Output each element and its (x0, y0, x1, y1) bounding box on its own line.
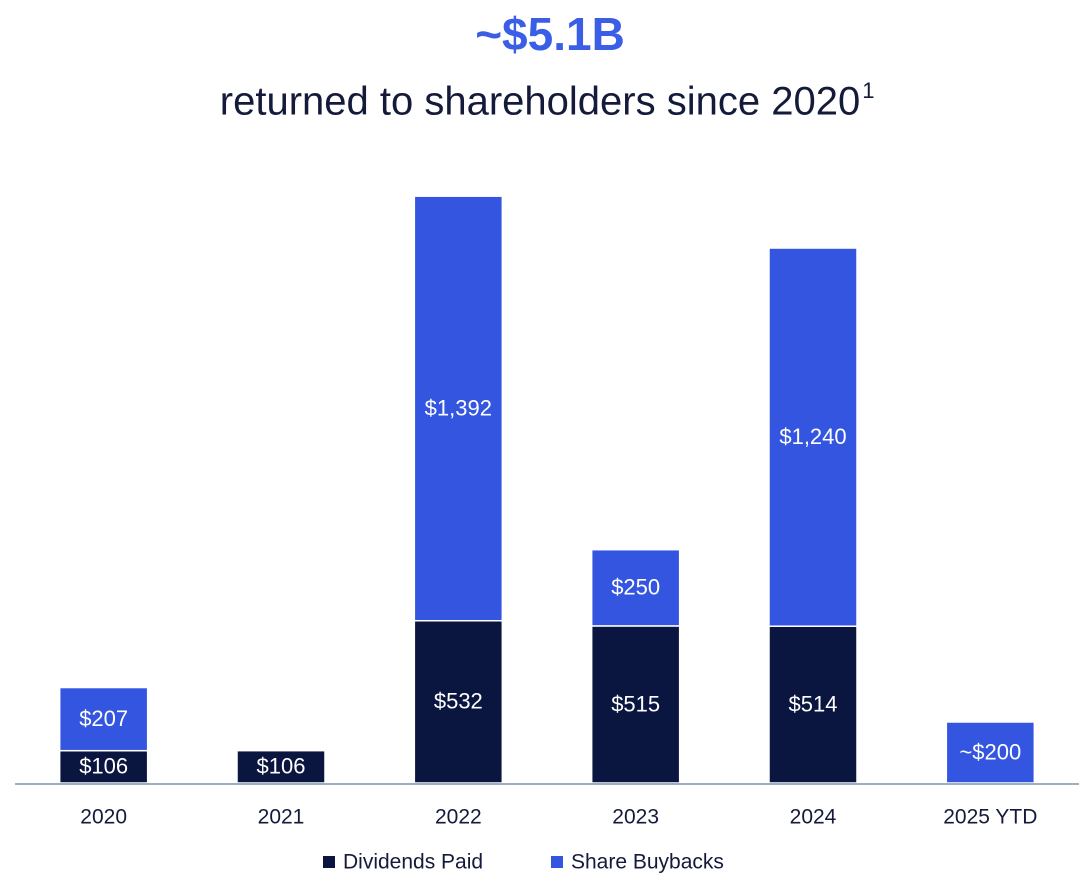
x-tick-label: 2025 YTD (943, 806, 1037, 829)
data-label: $106 (257, 754, 306, 779)
bar-segment (236, 749, 326, 784)
data-label: $1,240 (779, 424, 846, 449)
bar-segment (590, 548, 681, 627)
chart-subtitle: returned to shareholders since 2020 (220, 80, 860, 124)
x-tick-label: 2021 (258, 806, 305, 829)
bar-segment (590, 625, 681, 784)
data-label: $207 (79, 706, 128, 731)
data-label: $250 (611, 575, 660, 600)
data-label: $514 (789, 691, 838, 716)
legend-swatch (551, 856, 563, 868)
data-label: ~$200 (959, 739, 1021, 764)
data-label: $532 (434, 689, 483, 714)
x-tick-label: 2022 (435, 806, 482, 829)
bar-segment (58, 686, 149, 752)
data-label: $1,392 (425, 395, 492, 420)
legend-swatch (323, 856, 335, 868)
data-label: $106 (79, 754, 128, 779)
subtitle-footnote: 1 (862, 78, 874, 103)
bar-segment (413, 195, 504, 622)
bar-segment (413, 619, 504, 784)
x-tick-label: 2024 (790, 806, 837, 829)
data-label: $515 (611, 691, 660, 716)
legend-label: Dividends Paid (343, 851, 483, 874)
bar-segment (768, 247, 858, 627)
bar-segment (58, 749, 149, 784)
legend-label: Share Buybacks (571, 851, 724, 874)
x-tick-label: 2023 (612, 806, 659, 829)
bar-segment (945, 721, 1036, 784)
bar-segment (768, 625, 858, 784)
chart-title: ~$5.1B (475, 8, 625, 60)
x-tick-label: 2020 (80, 806, 127, 829)
